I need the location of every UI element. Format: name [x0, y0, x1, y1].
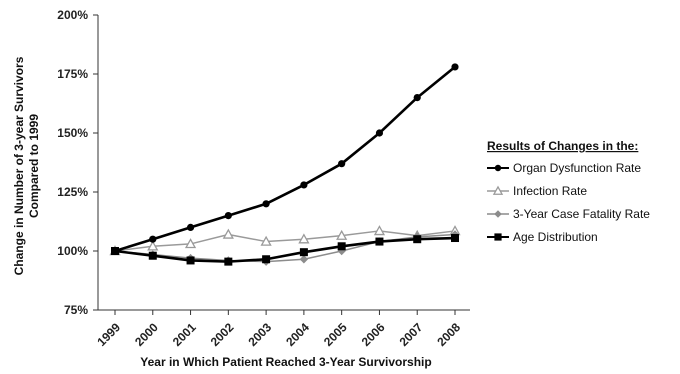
data-point [186, 223, 195, 231]
data-point [375, 129, 384, 137]
legend-item: Infection Rate [487, 184, 587, 198]
x-tick-label: 2004 [283, 320, 312, 349]
legend-label: 3-Year Case Fatality Rate [513, 207, 650, 221]
x-axis-title: Year in Which Patient Reached 3-Year Sur… [140, 355, 431, 369]
x-tick-label: 2007 [397, 320, 426, 349]
series-0 [111, 63, 459, 255]
x-tick-label: 1999 [94, 320, 123, 349]
series-1 [109, 225, 461, 256]
data-point [149, 235, 157, 243]
y-tick-label: 175% [57, 67, 88, 81]
y-axis-title-line-2: Compared to 1999 [27, 114, 41, 218]
data-point [224, 212, 232, 220]
legend-item: Age Distribution [487, 230, 598, 244]
legend: Results of Changes in the: Organ Dysfunc… [487, 139, 650, 244]
series-line [114, 230, 456, 252]
data-point [186, 256, 195, 265]
data-point [262, 200, 270, 208]
data-point [375, 237, 384, 246]
data-point [413, 235, 422, 244]
data-point [338, 160, 346, 168]
data-point [262, 255, 271, 264]
legend-title: Results of Changes in the: [487, 139, 638, 153]
legend-label: Organ Dysfunction Rate [513, 161, 641, 175]
legend-label: Infection Rate [513, 184, 587, 198]
y-tick-label: 150% [57, 126, 88, 140]
data-point [299, 248, 308, 257]
data-point [451, 234, 459, 243]
data-point [300, 181, 308, 189]
x-tick-label: 2008 [434, 320, 463, 349]
data-point [494, 210, 502, 218]
y-ticks: 75% 100% 125% 150% 175% 200% [57, 8, 98, 317]
y-tick-label: 100% [57, 244, 88, 258]
x-tick-label: 2005 [321, 320, 350, 349]
series-line [114, 236, 456, 263]
data-point [298, 233, 310, 244]
data-point [494, 164, 502, 172]
y-tick-label: 75% [64, 303, 88, 317]
data-point [373, 225, 386, 236]
data-point [224, 257, 233, 266]
data-point [337, 242, 346, 251]
x-ticks: 1999 2000 2001 2002 2003 2004 2005 2006 2007 2008 [94, 310, 463, 349]
data-point [336, 229, 348, 240]
data-point [184, 238, 197, 249]
x-tick-label: 2006 [359, 320, 388, 349]
legend-item: Organ Dysfunction Rate [487, 161, 641, 175]
legend-label: Age Distribution [513, 230, 598, 244]
data-point [148, 251, 157, 260]
x-tick-label: 2003 [245, 320, 274, 349]
series-line [114, 65, 456, 253]
data-point [111, 247, 119, 255]
y-axis-title-line-1: Change in Number of 3-year Survivors [12, 56, 26, 275]
legend-item: 3-Year Case Fatality Rate [487, 207, 650, 221]
data-point [494, 233, 502, 241]
data-point [451, 63, 459, 71]
data-point [147, 240, 159, 251]
series-group [109, 63, 461, 266]
x-tick-label: 2001 [170, 320, 199, 349]
data-point [299, 255, 309, 264]
data-point [260, 235, 272, 246]
y-tick-label: 125% [57, 185, 88, 199]
data-point [222, 228, 234, 239]
data-point [413, 94, 421, 102]
x-tick-label: 2002 [208, 320, 237, 349]
axes [97, 15, 470, 311]
data-point [492, 185, 504, 195]
y-axis-title: Change in Number of 3-year Survivors Com… [12, 56, 41, 275]
x-tick-label: 2000 [132, 320, 161, 349]
y-tick-label: 200% [57, 8, 88, 22]
